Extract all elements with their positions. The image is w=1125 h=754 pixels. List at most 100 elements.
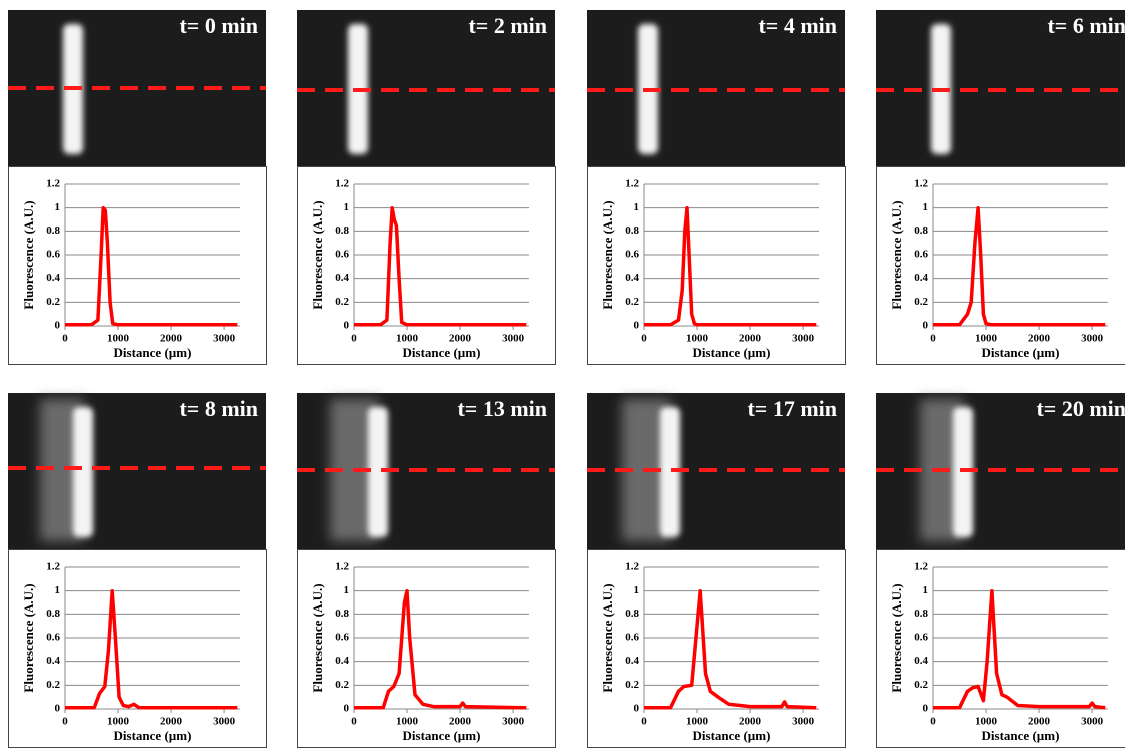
x-tick-label: 2000	[1028, 716, 1051, 728]
y-axis-title: Fluorescence (A.U.)	[21, 200, 36, 309]
y-tick-label: 0.2	[914, 679, 928, 691]
y-tick-label: 0.8	[335, 225, 349, 237]
y-tick-label: 0.6	[46, 249, 60, 261]
y-tick-label: 1.2	[625, 178, 639, 190]
y-tick-label: 0.6	[625, 249, 639, 261]
y-tick-label: 0.6	[335, 632, 349, 644]
y-tick-label: 0	[634, 703, 640, 715]
y-tick-label: 0.6	[625, 632, 639, 644]
x-tick-label: 3000	[502, 716, 525, 728]
y-tick-label: 0	[923, 703, 929, 715]
y-axis-title: Fluorescence (A.U.)	[600, 200, 615, 309]
data-line	[644, 205, 817, 327]
y-tick-label: 1.2	[46, 561, 60, 573]
y-tick-label: 0.8	[625, 225, 639, 237]
x-tick-label: 1000	[107, 716, 130, 728]
x-tick-label: 0	[351, 333, 357, 345]
chart-box	[8, 549, 267, 748]
y-tick-label: 1	[634, 201, 640, 213]
y-tick-label: 0	[923, 320, 929, 332]
data-line	[65, 588, 238, 710]
y-tick-label: 0.4	[335, 655, 349, 667]
x-tick-label: 2000	[160, 716, 183, 728]
chart-box	[876, 549, 1125, 748]
x-axis-title: Distance (µm)	[114, 345, 192, 360]
time-label: t= 0 min	[179, 13, 258, 38]
chart-box	[297, 549, 556, 748]
x-tick-label: 2000	[449, 333, 472, 345]
data-line	[644, 588, 817, 710]
chart-box	[587, 166, 846, 365]
data-line	[933, 588, 1106, 710]
y-tick-label: 1.2	[914, 178, 928, 190]
y-tick-label: 1.2	[335, 178, 349, 190]
x-tick-label: 2000	[739, 333, 762, 345]
time-label: t= 8 min	[179, 396, 258, 421]
data-line	[354, 588, 527, 710]
y-tick-label: 0	[634, 320, 640, 332]
x-tick-label: 3000	[502, 333, 525, 345]
y-tick-label: 1	[634, 584, 640, 596]
y-axis-title: Fluorescence (A.U.)	[600, 583, 615, 692]
x-tick-label: 3000	[792, 716, 815, 728]
y-tick-label: 0.4	[625, 272, 639, 284]
x-axis-title: Distance (µm)	[403, 345, 481, 360]
x-tick-label: 1000	[975, 333, 998, 345]
y-tick-label: 0.6	[46, 632, 60, 644]
y-axis-title: Fluorescence (A.U.)	[889, 200, 904, 309]
time-label: t= 2 min	[468, 13, 547, 38]
x-tick-label: 1000	[686, 716, 709, 728]
x-tick-label: 0	[641, 716, 647, 728]
fluorescent-band	[660, 407, 680, 537]
y-tick-label: 1.2	[335, 561, 349, 573]
x-axis-title: Distance (µm)	[114, 728, 192, 743]
y-tick-label: 0.2	[335, 679, 349, 691]
x-tick-label: 1000	[396, 333, 419, 345]
y-axis-title: Fluorescence (A.U.)	[310, 583, 325, 692]
x-tick-label: 3000	[213, 716, 236, 728]
y-tick-label: 1.2	[914, 561, 928, 573]
y-tick-label: 0	[55, 320, 61, 332]
y-axis-title: Fluorescence (A.U.)	[310, 200, 325, 309]
y-tick-label: 0.6	[914, 632, 928, 644]
time-label: t= 6 min	[1047, 13, 1125, 38]
data-line	[65, 205, 238, 327]
y-tick-label: 1	[344, 584, 350, 596]
y-tick-label: 0.4	[335, 272, 349, 284]
y-tick-label: 1.2	[46, 178, 60, 190]
x-tick-label: 0	[351, 716, 357, 728]
y-tick-label: 1	[55, 201, 61, 213]
chart-box	[876, 166, 1125, 365]
x-tick-label: 1000	[686, 333, 709, 345]
chart-box	[297, 166, 556, 365]
y-tick-label: 0.8	[46, 608, 60, 620]
data-line	[354, 205, 527, 327]
x-tick-label: 1000	[975, 716, 998, 728]
y-tick-label: 0	[344, 703, 350, 715]
y-tick-label: 0.2	[335, 296, 349, 308]
time-label: t= 13 min	[457, 396, 547, 421]
x-axis-title: Distance (µm)	[693, 728, 771, 743]
x-tick-label: 3000	[213, 333, 236, 345]
y-tick-label: 0.4	[625, 655, 639, 667]
y-tick-label: 0.8	[335, 608, 349, 620]
y-tick-label: 0.2	[46, 679, 60, 691]
fluorescent-band	[368, 407, 388, 537]
x-tick-label: 0	[62, 333, 68, 345]
x-axis-title: Distance (µm)	[693, 345, 771, 360]
x-tick-label: 3000	[1081, 716, 1104, 728]
x-tick-label: 0	[62, 716, 68, 728]
x-tick-label: 2000	[739, 716, 762, 728]
y-tick-label: 0.4	[46, 272, 60, 284]
y-axis-title: Fluorescence (A.U.)	[21, 583, 36, 692]
y-tick-label: 0.8	[625, 608, 639, 620]
y-tick-label: 0.2	[625, 296, 639, 308]
x-tick-label: 2000	[160, 333, 183, 345]
y-tick-label: 0.2	[625, 679, 639, 691]
x-axis-title: Distance (µm)	[982, 728, 1060, 743]
y-tick-label: 1	[923, 584, 929, 596]
y-axis-title: Fluorescence (A.U.)	[889, 583, 904, 692]
x-axis-title: Distance (µm)	[403, 728, 481, 743]
x-tick-label: 2000	[449, 716, 472, 728]
